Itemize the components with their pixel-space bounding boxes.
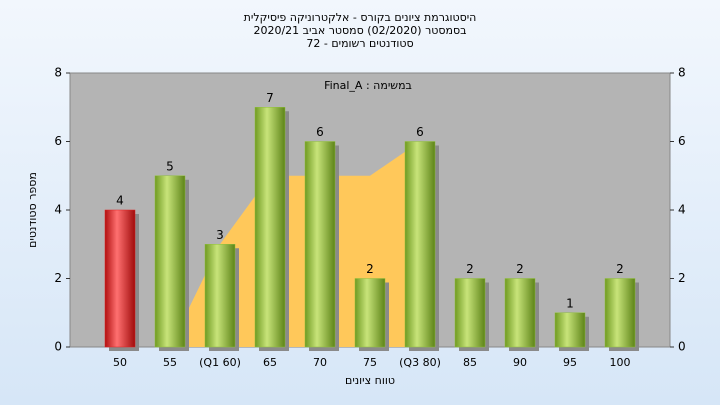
data-label: 3 bbox=[216, 228, 224, 242]
data-label: 6 bbox=[416, 125, 424, 139]
chart-title: היסטוגרמת ציונים בקורס - אלקטרוניקה פיסי… bbox=[244, 11, 477, 24]
y2-tick-label: 2 bbox=[678, 271, 686, 285]
x-tick-label: 85 bbox=[463, 356, 477, 369]
y2-tick-label: 8 bbox=[678, 66, 686, 80]
bar bbox=[454, 278, 486, 348]
y2-tick-label: 6 bbox=[678, 134, 686, 148]
bar bbox=[304, 141, 336, 348]
x-tick-label: 75 bbox=[363, 356, 377, 369]
data-label: 1 bbox=[566, 296, 574, 310]
y-tick-label: 8 bbox=[54, 66, 62, 80]
bar bbox=[604, 278, 636, 348]
x-tick-label: 100 bbox=[610, 356, 631, 369]
x-axis-label: טווח ציונים bbox=[345, 374, 395, 387]
y-tick-label: 0 bbox=[54, 340, 62, 354]
chart-subtitle: סטודנטים רשומים - 72 bbox=[306, 37, 413, 50]
data-label: 6 bbox=[316, 125, 324, 139]
bar bbox=[354, 278, 386, 348]
x-tick-label: (Q3 80) bbox=[399, 356, 441, 369]
bar bbox=[104, 209, 136, 348]
y-tick-label: 2 bbox=[54, 271, 62, 285]
y2-tick-label: 4 bbox=[678, 203, 686, 217]
data-label: 4 bbox=[116, 194, 124, 208]
x-tick-label: 90 bbox=[513, 356, 527, 369]
data-label: 2 bbox=[616, 262, 624, 276]
x-tick-label: 70 bbox=[313, 356, 327, 369]
bar bbox=[504, 278, 536, 348]
x-tick-label: (Q1 60) bbox=[199, 356, 241, 369]
bar bbox=[204, 244, 236, 348]
x-tick-label: 95 bbox=[563, 356, 577, 369]
annotation: במשימה : Final_A bbox=[324, 79, 412, 92]
x-tick-label: 50 bbox=[113, 356, 127, 369]
bar bbox=[254, 107, 286, 348]
data-label: 2 bbox=[366, 262, 374, 276]
data-label: 7 bbox=[266, 91, 274, 105]
data-label: 2 bbox=[466, 262, 474, 276]
y2-tick-label: 0 bbox=[678, 340, 686, 354]
x-tick-label: 65 bbox=[263, 356, 277, 369]
chart-subtitle: בסמסטר (02/2020) סמסטר אביב 2020/21 bbox=[253, 24, 466, 37]
data-label: 5 bbox=[166, 159, 174, 173]
y-tick-label: 4 bbox=[54, 203, 62, 217]
bar bbox=[404, 141, 436, 348]
y-tick-label: 6 bbox=[54, 134, 62, 148]
data-label: 2 bbox=[516, 262, 524, 276]
x-tick-label: 55 bbox=[163, 356, 177, 369]
bar bbox=[154, 175, 186, 348]
y-axis-label: מספר סטודנטים bbox=[26, 172, 39, 248]
bar bbox=[554, 312, 586, 348]
